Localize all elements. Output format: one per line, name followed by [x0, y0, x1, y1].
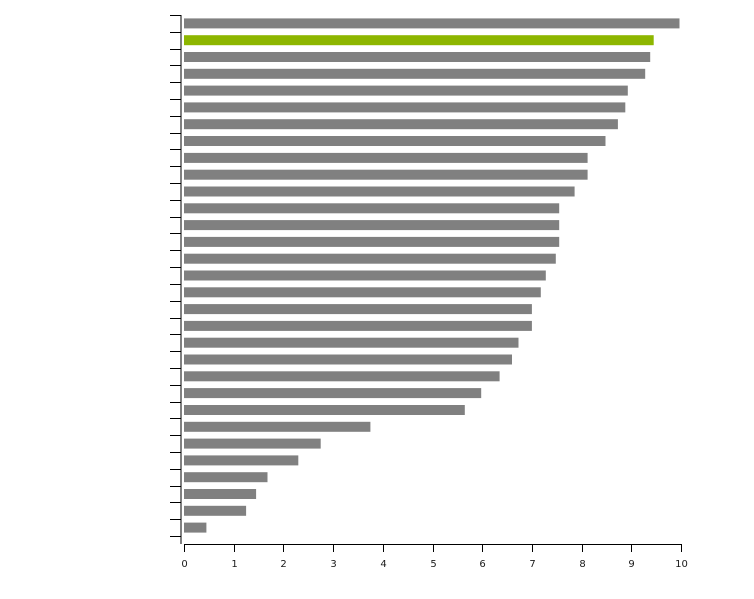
bar	[184, 489, 257, 499]
bar	[184, 455, 299, 466]
bar	[184, 68, 646, 79]
bar	[184, 203, 560, 214]
bar	[184, 421, 371, 432]
x-tick-label: 0	[181, 559, 187, 570]
bar-highlighted	[184, 35, 654, 46]
x-tick-label: 2	[280, 559, 286, 570]
bar	[184, 505, 247, 516]
x-tick-label: 4	[380, 559, 386, 570]
bar	[184, 388, 482, 399]
bar	[184, 169, 588, 180]
bar	[184, 337, 519, 348]
bar	[184, 85, 628, 96]
x-tick-label: 10	[675, 559, 688, 570]
bar	[184, 405, 465, 415]
bar	[184, 270, 546, 281]
x-tick-label: 5	[430, 559, 436, 570]
bar	[184, 220, 560, 231]
bar	[184, 102, 626, 113]
bar	[184, 354, 512, 365]
x-tick-label: 3	[330, 559, 336, 570]
bar	[184, 52, 651, 62]
bar	[184, 236, 560, 247]
x-tick-label: 9	[628, 559, 634, 570]
bar	[184, 522, 207, 533]
bar	[184, 253, 556, 264]
x-tick-label: 6	[479, 559, 485, 570]
bar	[184, 287, 541, 298]
x-tick-label: 8	[579, 559, 585, 570]
bar	[184, 119, 618, 130]
bar	[184, 371, 500, 382]
bar	[184, 18, 680, 29]
x-tick-label: 1	[231, 559, 237, 570]
bar	[184, 472, 268, 483]
bar	[184, 438, 321, 449]
bar	[184, 320, 532, 331]
bar	[184, 186, 575, 197]
bar	[184, 152, 588, 163]
x-tick-label: 7	[529, 559, 535, 570]
bar	[184, 304, 532, 315]
bar	[184, 136, 606, 146]
